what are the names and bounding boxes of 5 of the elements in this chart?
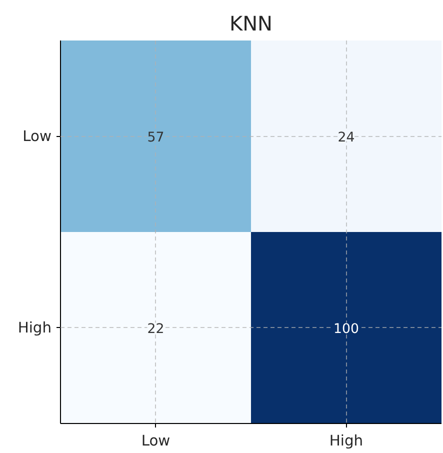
data-label: 24 xyxy=(338,130,355,146)
data-label: 57 xyxy=(147,130,164,146)
data-label: 22 xyxy=(147,322,164,337)
chart-title: KNN xyxy=(229,12,273,36)
data-label: 100 xyxy=(334,322,359,337)
